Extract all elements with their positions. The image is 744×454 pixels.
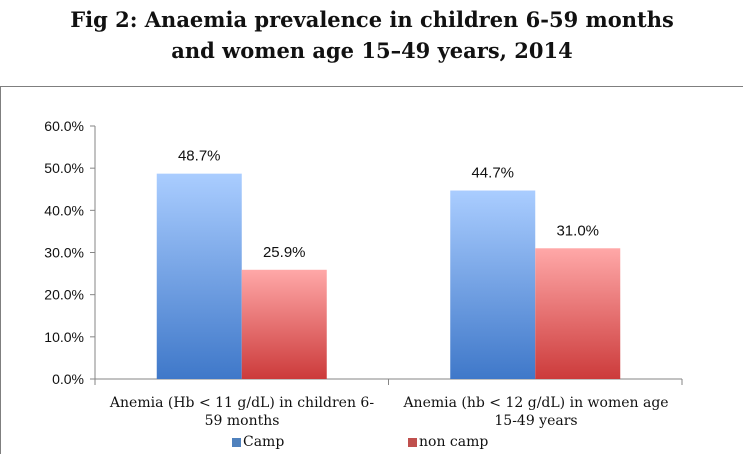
data-label-non-camp: 31.0% — [556, 222, 599, 239]
y-tick-label: 20.0% — [44, 287, 84, 303]
category-label-children: Anemia (Hb < 11 g/dL) in children 6- 59 … — [92, 394, 392, 430]
y-tick-label: 30.0% — [44, 245, 84, 261]
chart-title-line-2: and women age 15–49 years, 2014 — [171, 38, 573, 63]
bar-camp — [156, 173, 242, 379]
legend-swatch-non-camp — [408, 437, 417, 447]
chart-title-line-1: Fig 2: Anaemia prevalence in children 6-… — [70, 7, 674, 32]
data-label-camp: 48.7% — [178, 148, 221, 165]
y-tick-label: 0.0% — [52, 371, 84, 387]
category-label-women-line-1: Anemia (hb < 12 g/dL) in women age — [403, 395, 669, 411]
bar-non-camp — [241, 269, 327, 379]
legend-item-camp: Camp — [232, 434, 284, 450]
legend-item-non-camp: non camp — [408, 434, 488, 450]
category-label-women-line-2: 15-49 years — [494, 413, 578, 429]
y-tick-label: 60.0% — [44, 118, 84, 134]
category-label-children-line-2: 59 months — [204, 413, 280, 429]
y-tick-label: 40.0% — [44, 202, 84, 218]
chart-area — [0, 86, 743, 454]
legend-label-non-camp: non camp — [419, 434, 489, 450]
data-label-camp: 44.7% — [471, 165, 514, 182]
legend-label-camp: Camp — [243, 434, 285, 450]
category-label-women: Anemia (hb < 12 g/dL) in women age 15-49… — [386, 394, 686, 430]
bar-camp — [450, 190, 536, 379]
y-tick-label: 50.0% — [44, 160, 84, 176]
y-tick-label: 10.0% — [44, 329, 84, 345]
bar-non-camp — [535, 248, 621, 379]
category-label-children-line-1: Anemia (Hb < 11 g/dL) in children 6- — [109, 395, 375, 411]
legend-swatch-camp — [232, 437, 241, 447]
data-label-non-camp: 25.9% — [263, 244, 306, 261]
chart-title: Fig 2: Anaemia prevalence in children 6-… — [0, 4, 744, 66]
